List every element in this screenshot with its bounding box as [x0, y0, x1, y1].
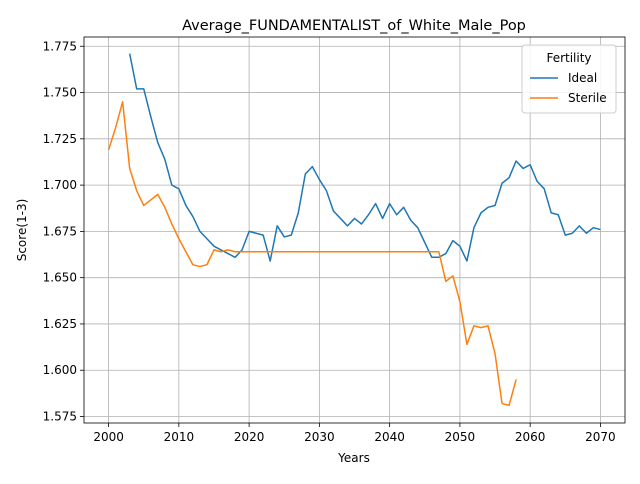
y-tick-label: 1.650 [43, 271, 77, 285]
series-lines [107, 53, 601, 407]
series-line-sterile [107, 101, 517, 407]
x-tick-label: 2040 [374, 430, 405, 444]
y-tick-label: 1.675 [43, 224, 77, 238]
x-tick-label: 2070 [585, 430, 616, 444]
chart-title: Average_FUNDAMENTALIST_of_White_Male_Pop [182, 18, 526, 34]
legend-label-ideal: Ideal [568, 71, 597, 85]
x-axis: 2000 2010 2020 2030 2040 2050 2060 2070 [93, 423, 616, 444]
y-tick-label: 1.700 [43, 178, 77, 192]
x-tick-label: 2030 [304, 430, 335, 444]
y-tick-label: 1.575 [43, 410, 77, 424]
x-tick-label: 2050 [445, 430, 476, 444]
y-tick-label: 1.725 [43, 132, 77, 146]
grid [84, 37, 625, 423]
legend: Fertility Ideal Sterile [521, 44, 617, 114]
y-tick-label: 1.600 [43, 363, 77, 377]
y-axis-label: Score(1-3) [15, 199, 29, 262]
plot-frame [83, 36, 626, 424]
x-tick-label: 2000 [93, 430, 124, 444]
x-tick-label: 2010 [164, 430, 195, 444]
x-tick-label: 2020 [234, 430, 265, 444]
legend-label-sterile: Sterile [568, 91, 607, 105]
y-tick-label: 1.750 [43, 86, 77, 100]
legend-title: Fertility [546, 51, 591, 65]
y-tick-label: 1.625 [43, 317, 77, 331]
y-tick-label: 1.775 [43, 39, 77, 53]
series-line-ideal [128, 53, 601, 262]
legend-box [521, 44, 617, 114]
x-tick-label: 2060 [515, 430, 546, 444]
y-axis: 1.575 1.600 1.625 1.650 1.675 1.700 1.725 1.750… [43, 39, 84, 424]
x-axis-label: Years [337, 451, 370, 465]
